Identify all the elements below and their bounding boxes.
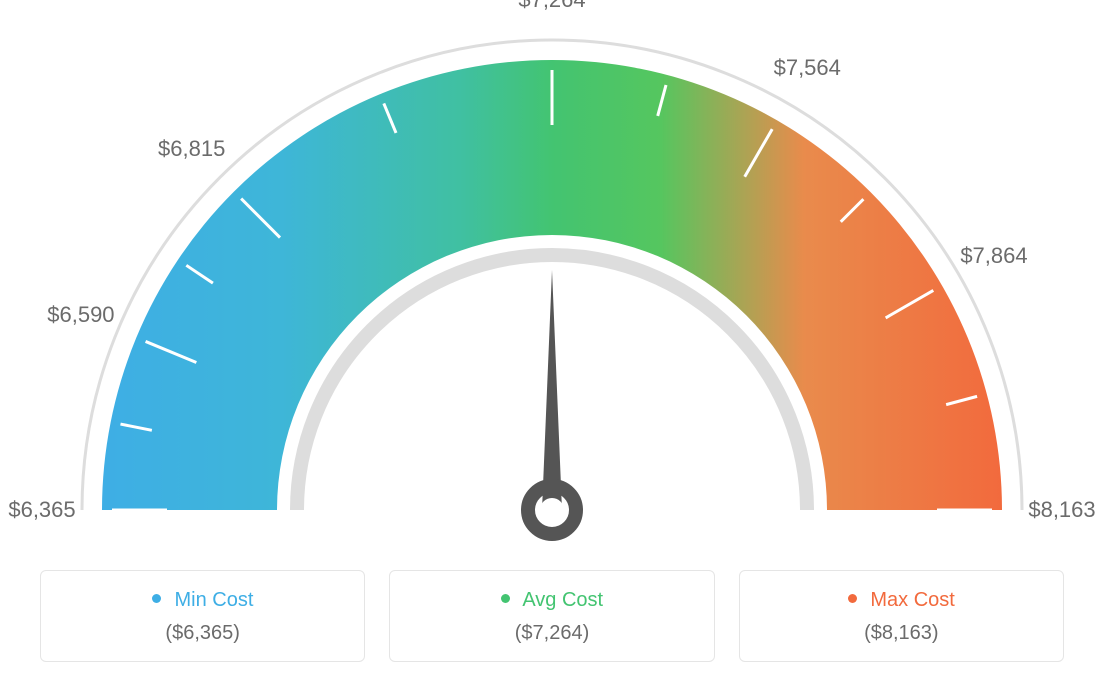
max-cost-title-text: Max Cost: [870, 589, 954, 611]
gauge-svg: [0, 0, 1104, 560]
min-cost-title: Min Cost: [61, 589, 344, 612]
max-cost-value: ($8,163): [760, 622, 1043, 645]
summary-cards: Min Cost ($6,365) Avg Cost ($7,264) Max …: [40, 570, 1064, 662]
avg-cost-card: Avg Cost ($7,264): [389, 570, 714, 662]
max-cost-card: Max Cost ($8,163): [739, 570, 1064, 662]
max-cost-title: Max Cost: [760, 589, 1043, 612]
avg-cost-title-text: Avg Cost: [522, 589, 603, 611]
gauge-tick-label: $7,564: [774, 55, 841, 81]
gauge-tick-label: $7,864: [960, 243, 1027, 269]
avg-cost-value: ($7,264): [410, 622, 693, 645]
gauge-tick-label: $6,365: [8, 497, 75, 523]
avg-cost-title: Avg Cost: [410, 589, 693, 612]
min-cost-value: ($6,365): [61, 622, 344, 645]
avg-dot-icon: [501, 594, 510, 603]
min-dot-icon: [152, 594, 161, 603]
min-cost-title-text: Min Cost: [174, 589, 253, 611]
gauge-tick-label: $6,815: [158, 136, 225, 162]
max-dot-icon: [848, 594, 857, 603]
min-cost-card: Min Cost ($6,365): [40, 570, 365, 662]
gauge-tick-label: $7,264: [518, 0, 585, 13]
cost-gauge: $6,365 $6,590 $6,815 $7,264 $7,564 $7,864 $8,1…: [0, 0, 1104, 560]
gauge-tick-label: $6,590: [47, 302, 114, 328]
gauge-tick-label: $8,163: [1028, 497, 1095, 523]
